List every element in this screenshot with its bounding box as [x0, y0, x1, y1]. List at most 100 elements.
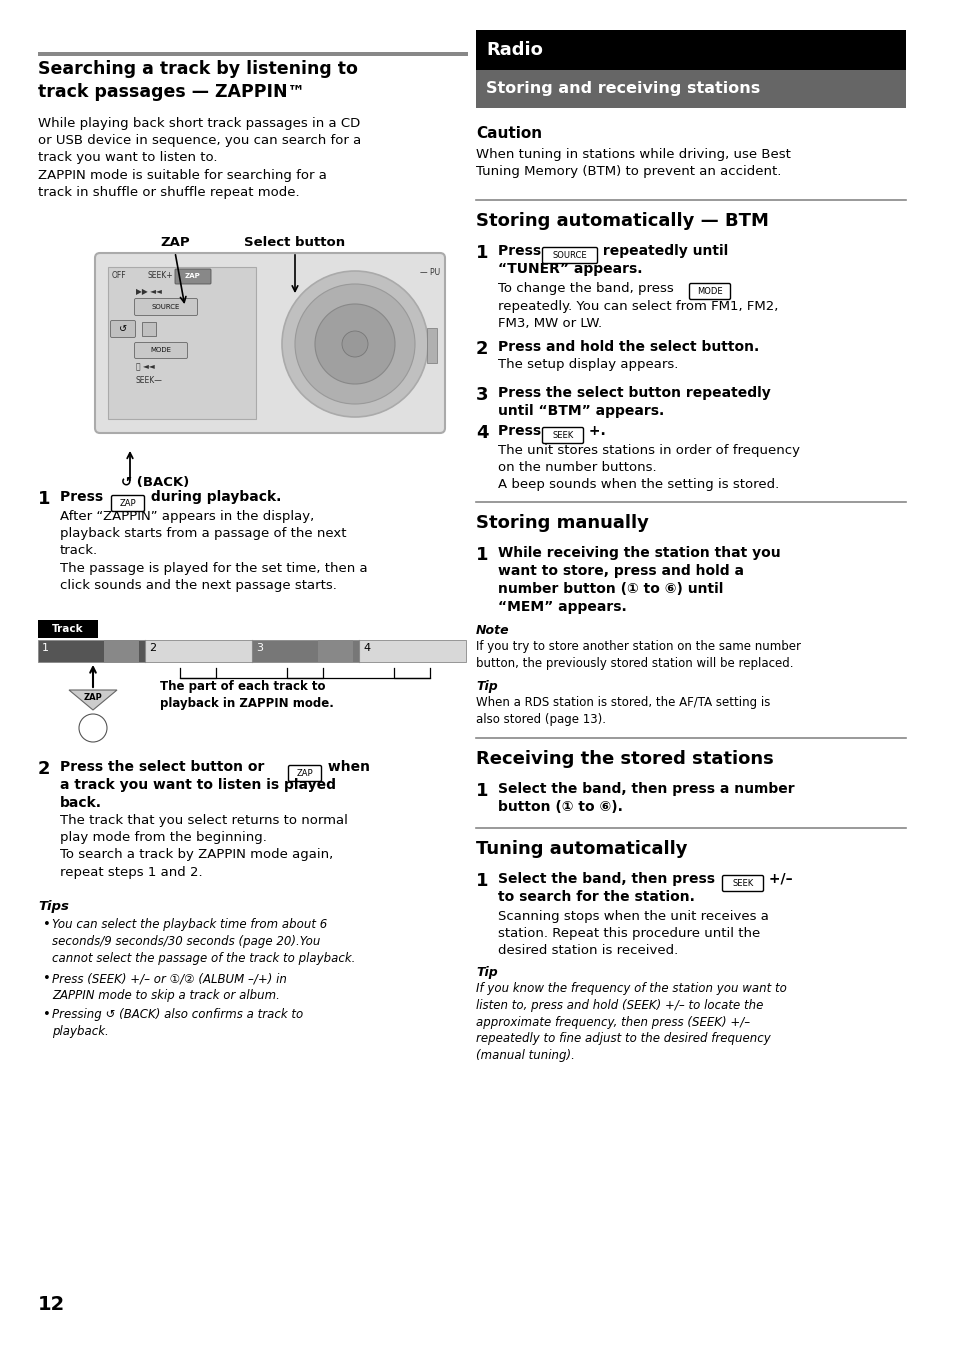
Text: 1: 1 — [38, 489, 51, 508]
Text: Tip: Tip — [476, 965, 497, 979]
Text: Press: Press — [497, 425, 545, 438]
Bar — [145, 639, 252, 662]
Text: SOURCE: SOURCE — [552, 251, 587, 260]
Text: during playback.: during playback. — [146, 489, 281, 504]
Text: Tuning automatically: Tuning automatically — [476, 840, 687, 859]
Text: 1: 1 — [476, 872, 488, 890]
Text: The track that you select returns to normal
play mode from the beginning.
To sea: The track that you select returns to nor… — [60, 814, 348, 879]
Text: Tip: Tip — [476, 680, 497, 694]
Bar — [104, 639, 139, 662]
FancyBboxPatch shape — [689, 284, 730, 300]
Bar — [476, 30, 905, 70]
FancyBboxPatch shape — [174, 269, 211, 284]
Text: ZAP: ZAP — [296, 769, 313, 777]
Text: When a RDS station is stored, the AF/TA setting is
also stored (page 13).: When a RDS station is stored, the AF/TA … — [476, 696, 770, 726]
Text: •: • — [42, 918, 50, 932]
Bar — [427, 329, 436, 362]
Text: ⏪ ◄◄: ⏪ ◄◄ — [136, 362, 154, 370]
Text: OFF: OFF — [112, 270, 127, 280]
Text: Receiving the stored stations: Receiving the stored stations — [476, 750, 773, 768]
Circle shape — [79, 714, 107, 742]
Text: 3: 3 — [255, 644, 263, 653]
Circle shape — [341, 331, 368, 357]
Text: Searching a track by listening to
track passages — ZAPPIN™: Searching a track by listening to track … — [38, 59, 357, 101]
FancyBboxPatch shape — [542, 427, 583, 443]
Text: ZAP: ZAP — [160, 237, 190, 249]
Text: Select the band, then press a number
button (① to ⑥).: Select the band, then press a number but… — [497, 781, 794, 814]
FancyBboxPatch shape — [288, 765, 321, 781]
Text: 1: 1 — [476, 781, 488, 800]
Bar — [38, 621, 98, 638]
Text: Storing automatically — BTM: Storing automatically — BTM — [476, 212, 768, 230]
Text: 4: 4 — [476, 425, 488, 442]
Text: 2: 2 — [149, 644, 156, 653]
Text: 1: 1 — [42, 644, 49, 653]
Text: 1: 1 — [476, 546, 488, 564]
Text: The part of each track to
playback in ZAPPIN mode.: The part of each track to playback in ZA… — [160, 680, 334, 710]
Text: SEEK—: SEEK— — [136, 376, 163, 385]
Text: 12: 12 — [38, 1295, 65, 1314]
FancyBboxPatch shape — [542, 247, 597, 264]
FancyBboxPatch shape — [721, 876, 762, 891]
Text: ZAP: ZAP — [119, 499, 136, 508]
Text: repeatedly until: repeatedly until — [598, 243, 727, 258]
Text: MODE: MODE — [697, 287, 722, 296]
Text: After “ZAPPIN” appears in the display,
playback starts from a passage of the nex: After “ZAPPIN” appears in the display, p… — [60, 510, 367, 592]
Text: MODE: MODE — [151, 347, 172, 353]
Text: repeatedly. You can select from FM1, FM2,
FM3, MW or LW.: repeatedly. You can select from FM1, FM2… — [497, 300, 778, 330]
Text: — PU: — PU — [419, 268, 439, 277]
Text: Tips: Tips — [38, 900, 69, 913]
Text: +/–: +/– — [763, 872, 792, 886]
Text: Note: Note — [476, 625, 509, 637]
FancyBboxPatch shape — [134, 299, 197, 315]
Bar — [252, 639, 358, 662]
Text: Press: Press — [60, 489, 108, 504]
Text: 1: 1 — [476, 243, 488, 262]
Polygon shape — [69, 690, 117, 710]
Text: Track: Track — [52, 625, 84, 634]
Text: Storing and receiving stations: Storing and receiving stations — [485, 81, 760, 96]
Text: ZAP: ZAP — [185, 273, 201, 280]
Text: Press and hold the select button.: Press and hold the select button. — [497, 339, 759, 354]
Text: The setup display appears.: The setup display appears. — [497, 358, 678, 370]
Text: To change the band, press: To change the band, press — [497, 283, 678, 295]
Text: Press the select button repeatedly
until “BTM” appears.: Press the select button repeatedly until… — [497, 387, 770, 418]
Text: when: when — [323, 760, 370, 773]
FancyBboxPatch shape — [95, 253, 444, 433]
Text: Select the band, then press: Select the band, then press — [497, 872, 720, 886]
Text: Storing manually: Storing manually — [476, 514, 648, 531]
Bar — [38, 51, 468, 55]
Text: 2: 2 — [38, 760, 51, 777]
Text: The unit stores stations in order of frequency
on the number buttons.
A beep sou: The unit stores stations in order of fre… — [497, 443, 800, 491]
Bar — [358, 639, 465, 662]
Text: Press the select button or: Press the select button or — [60, 760, 269, 773]
Text: ↺: ↺ — [119, 324, 127, 334]
Text: 2: 2 — [476, 339, 488, 358]
Text: +.: +. — [583, 425, 605, 438]
FancyBboxPatch shape — [112, 495, 144, 511]
Text: Radio: Radio — [485, 41, 542, 59]
FancyBboxPatch shape — [134, 342, 188, 358]
Text: When tuning in stations while driving, use Best
Tuning Memory (BTM) to prevent a: When tuning in stations while driving, u… — [476, 147, 790, 178]
Text: Press: Press — [497, 243, 545, 258]
Text: Scanning stops when the unit receives a
station. Repeat this procedure until the: Scanning stops when the unit receives a … — [497, 910, 768, 957]
Text: a track you want to listen is played
back.: a track you want to listen is played bac… — [60, 777, 335, 810]
Text: SEEK: SEEK — [552, 431, 573, 439]
Text: 3: 3 — [476, 387, 488, 404]
Text: ZAP: ZAP — [84, 692, 102, 702]
Text: While receiving the station that you
want to store, press and hold a
number butt: While receiving the station that you wan… — [497, 546, 780, 614]
Text: You can select the playback time from about 6
seconds/9 seconds/30 seconds (page: You can select the playback time from ab… — [52, 918, 355, 964]
Circle shape — [294, 284, 415, 404]
Text: While playing back short track passages in a CD
or USB device in sequence, you c: While playing back short track passages … — [38, 118, 361, 199]
Bar — [38, 639, 145, 662]
Bar — [142, 322, 156, 337]
Text: Pressing ↺ (BACK) also confirms a track to
playback.: Pressing ↺ (BACK) also confirms a track … — [52, 1009, 303, 1038]
Text: SEEK+: SEEK+ — [148, 270, 173, 280]
Text: “TUNER” appears.: “TUNER” appears. — [497, 262, 641, 276]
Text: Caution: Caution — [476, 126, 541, 141]
Text: ▶▶ ◄◄: ▶▶ ◄◄ — [136, 287, 162, 296]
Text: SOURCE: SOURCE — [152, 304, 180, 310]
FancyBboxPatch shape — [111, 320, 135, 338]
Bar — [108, 266, 255, 419]
Text: If you try to store another station on the same number
button, the previously st: If you try to store another station on t… — [476, 639, 801, 669]
